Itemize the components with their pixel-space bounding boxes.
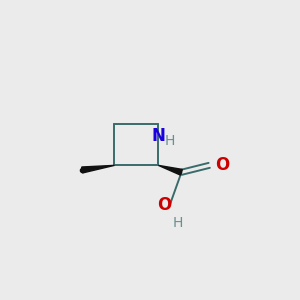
- Text: N: N: [152, 127, 165, 145]
- Polygon shape: [158, 165, 182, 175]
- Text: H: H: [165, 134, 175, 148]
- Text: O: O: [157, 196, 171, 214]
- Polygon shape: [82, 165, 115, 173]
- Text: O: O: [215, 156, 229, 174]
- Text: H: H: [173, 216, 183, 230]
